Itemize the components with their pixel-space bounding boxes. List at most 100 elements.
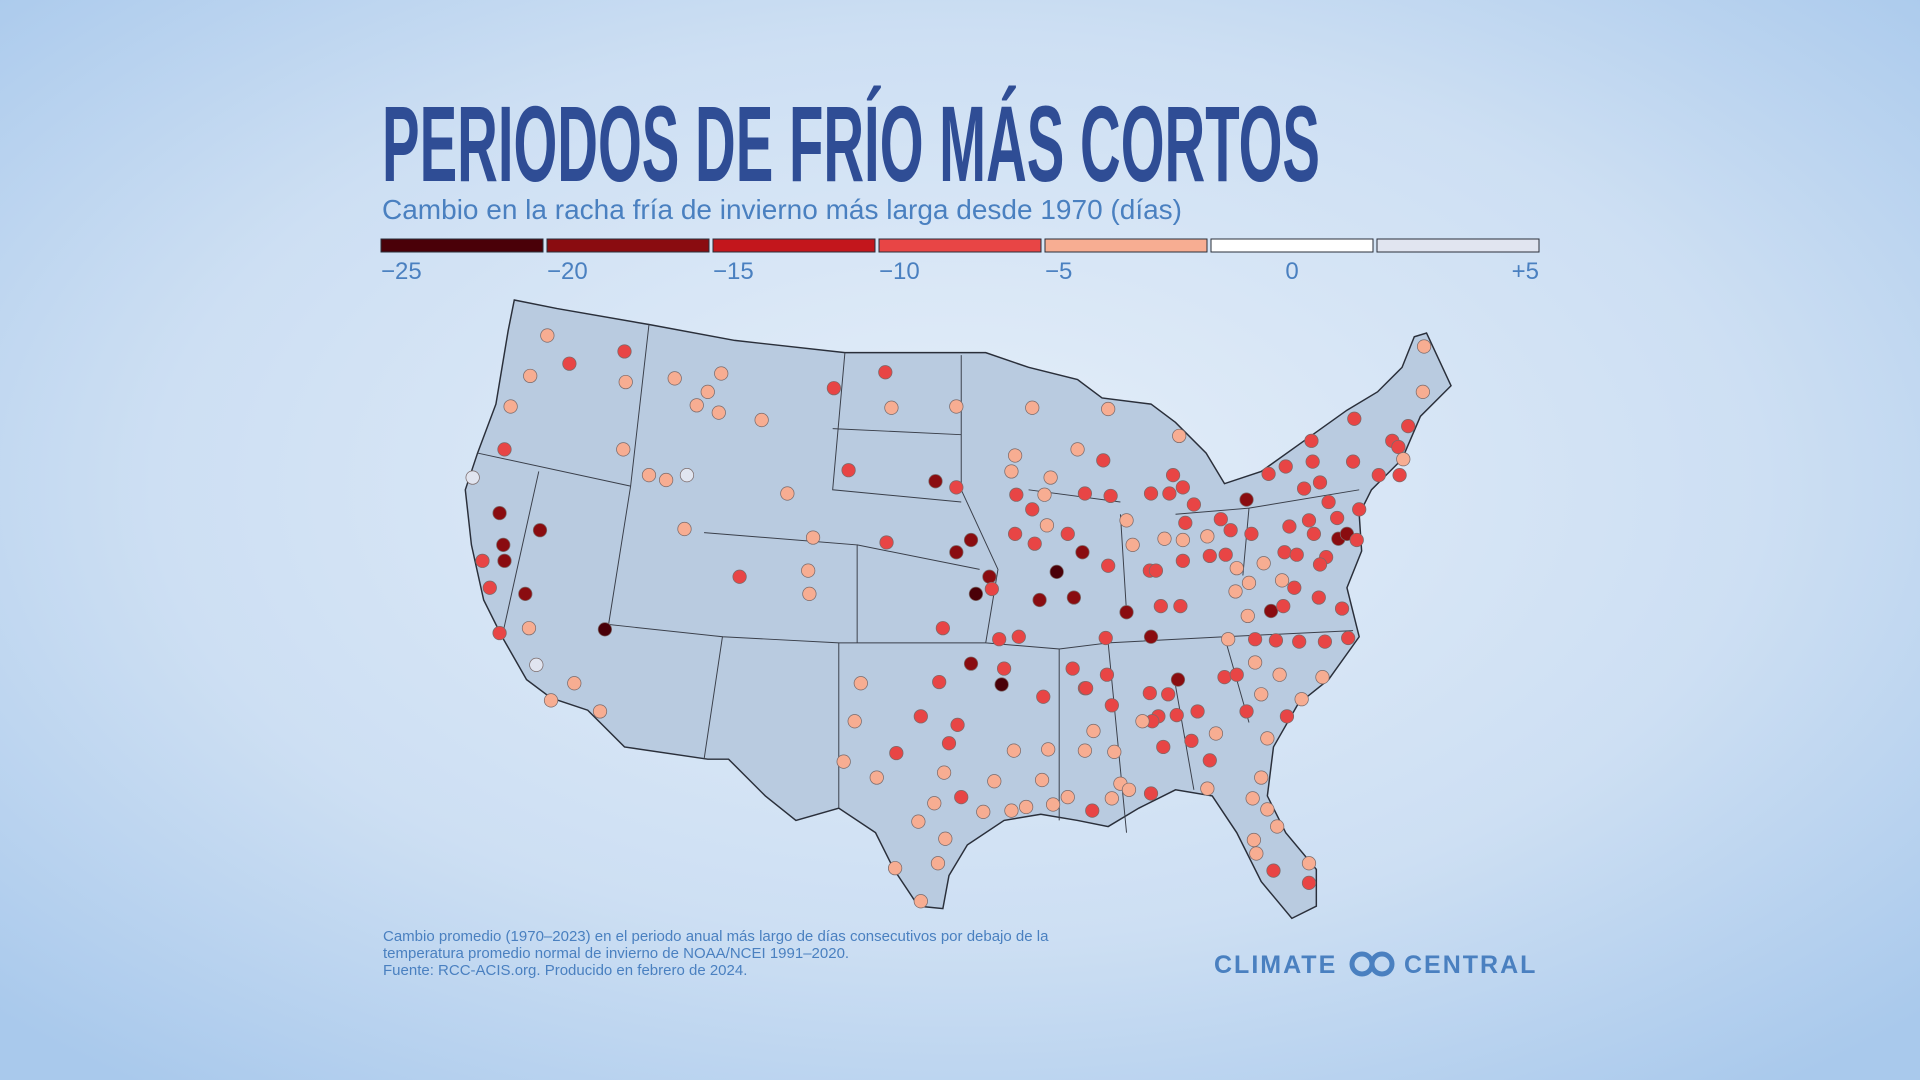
station-dot [936, 765, 952, 780]
station-dot [1261, 466, 1276, 481]
station-dot [1037, 487, 1052, 502]
legend-swatch [712, 238, 876, 253]
station-dot [1077, 743, 1093, 758]
station-dot [1019, 799, 1034, 815]
station-dot [492, 625, 507, 641]
station-dot [1301, 875, 1317, 890]
map [464, 299, 1452, 920]
station-dot [667, 371, 682, 386]
station-dot [540, 328, 555, 343]
station-dot [853, 676, 868, 691]
station-dot [1079, 681, 1094, 696]
station-dot [1065, 661, 1080, 676]
station-dot [879, 535, 894, 550]
station-dot [935, 621, 950, 636]
station-dot [1173, 599, 1188, 614]
station-dot [1416, 339, 1432, 354]
station-dot [1245, 791, 1260, 806]
station-dot [641, 468, 657, 483]
station-dot [1098, 630, 1113, 646]
station-dot [950, 717, 965, 733]
station-dot [884, 400, 899, 415]
station-dot [1278, 459, 1293, 474]
station-dot [543, 693, 559, 708]
station-dot [949, 399, 964, 414]
station-dot [1011, 629, 1026, 644]
station-dot [592, 704, 608, 719]
logo: CLIMATE CENTRAL [1214, 951, 1535, 979]
station-dot [1157, 531, 1172, 546]
station-dot [949, 545, 964, 560]
station-dot [529, 657, 544, 673]
station-dot [1345, 454, 1361, 469]
legend-label: +5 [1512, 258, 1539, 285]
station-dot [1292, 634, 1307, 649]
station-dot [1142, 685, 1157, 701]
station-dot [1312, 475, 1328, 490]
station-dot [1392, 468, 1407, 483]
station-dot [1221, 632, 1236, 647]
legend-swatch [878, 238, 1042, 253]
station-dot [1244, 526, 1259, 541]
station-dot [754, 412, 769, 428]
legend-swatch [1044, 238, 1208, 253]
station-dot [963, 532, 979, 548]
station-dot [913, 894, 928, 909]
station-dot [1229, 667, 1244, 682]
station-dot [802, 586, 817, 601]
station-dot [1049, 564, 1064, 579]
logo-left: CLIMATE [1214, 951, 1337, 979]
station-dot [1119, 513, 1134, 528]
station-dot [1248, 655, 1263, 670]
station-dot [1143, 486, 1159, 501]
station-dot [927, 796, 942, 811]
legend-label: −15 [713, 258, 754, 285]
station-dot [1248, 632, 1263, 647]
station-dot [1306, 526, 1321, 541]
legend-label: −20 [547, 258, 588, 285]
station-dot [521, 621, 537, 636]
station-dot [1043, 470, 1058, 485]
station-dot [888, 861, 903, 876]
station-dot [1311, 590, 1326, 605]
station-dot [1075, 545, 1090, 560]
station-dot [1208, 726, 1224, 741]
station-dot [968, 586, 984, 601]
station-dot [1341, 630, 1356, 646]
station-dot [1101, 558, 1116, 573]
station-dot [1352, 502, 1367, 517]
station-dot [1086, 723, 1101, 739]
station-dot [1036, 689, 1051, 704]
station-dot [1334, 601, 1350, 616]
station-dot [1162, 486, 1177, 501]
station-dot [889, 745, 904, 761]
legend-label: 0 [1285, 258, 1298, 285]
station-dot [1305, 454, 1320, 469]
station-dot [949, 480, 964, 495]
legend: −25 −20 −15 −10 −5 0 +5 [380, 238, 1540, 285]
station-dot [996, 661, 1012, 676]
station-dot [780, 486, 795, 501]
station-dot [1287, 580, 1302, 595]
station-dot [941, 736, 957, 751]
station-dot [1099, 667, 1115, 682]
station-dot [523, 368, 538, 384]
station-dot [1371, 468, 1386, 483]
station-dot [1039, 518, 1055, 533]
legend-swatch [546, 238, 710, 253]
station-dot [714, 366, 729, 381]
station-dot [982, 569, 997, 584]
station-dot [1217, 670, 1232, 685]
station-dot [1304, 433, 1319, 448]
station-dot [1125, 537, 1140, 553]
station-dot [1119, 605, 1134, 620]
station-dot [984, 581, 999, 597]
station-dot [1330, 510, 1345, 526]
station-dot [1178, 515, 1193, 530]
station-dot [597, 622, 613, 637]
station-dot [1296, 481, 1312, 496]
station-dot [1006, 743, 1021, 758]
station-dot [711, 405, 726, 420]
station-dot [1148, 563, 1164, 578]
